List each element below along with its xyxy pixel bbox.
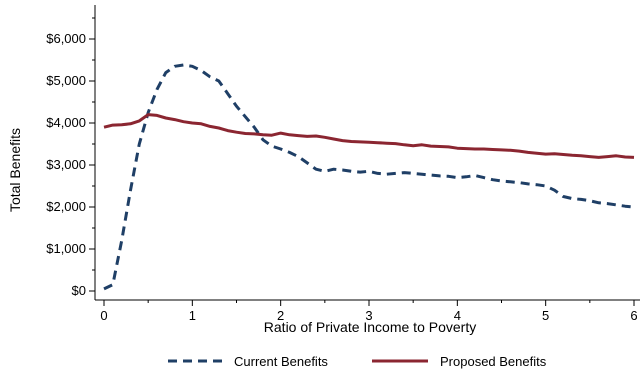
x-tick-label: 2 [277,308,284,323]
x-tick-label: 4 [454,308,461,323]
series-line-proposed-benefits [103,113,635,159]
y-tick-label: $5,000 [46,73,86,88]
x-tick-label: 0 [100,308,107,323]
y-axis-title: Total Benefits [7,128,23,212]
y-tick-label: $4,000 [46,115,86,130]
plot-area: $0 $1,000 $2,000 $3,000 $4,000 $5,000 $6,000 0 1… [46,5,640,323]
x-axis-title: Ratio of Private Income to Poverty [264,319,476,335]
legend-label-proposed: Proposed Benefits [440,354,547,369]
series-line-current-benefits [103,63,635,291]
y-tick-label: $3,000 [46,157,86,172]
legend-label-current: Current Benefits [234,354,328,369]
x-tick-label: 5 [542,308,549,323]
x-tick-label: 6 [630,308,637,323]
legend: Current Benefits Proposed Benefits [168,354,547,369]
y-tick-label: $1,000 [46,241,86,256]
x-tick-label: 3 [365,308,372,323]
y-tick-label: $6,000 [46,31,86,46]
y-tick-label: $2,000 [46,199,86,214]
y-tick-label: $0 [72,283,86,298]
x-tick-label: 1 [189,308,196,323]
